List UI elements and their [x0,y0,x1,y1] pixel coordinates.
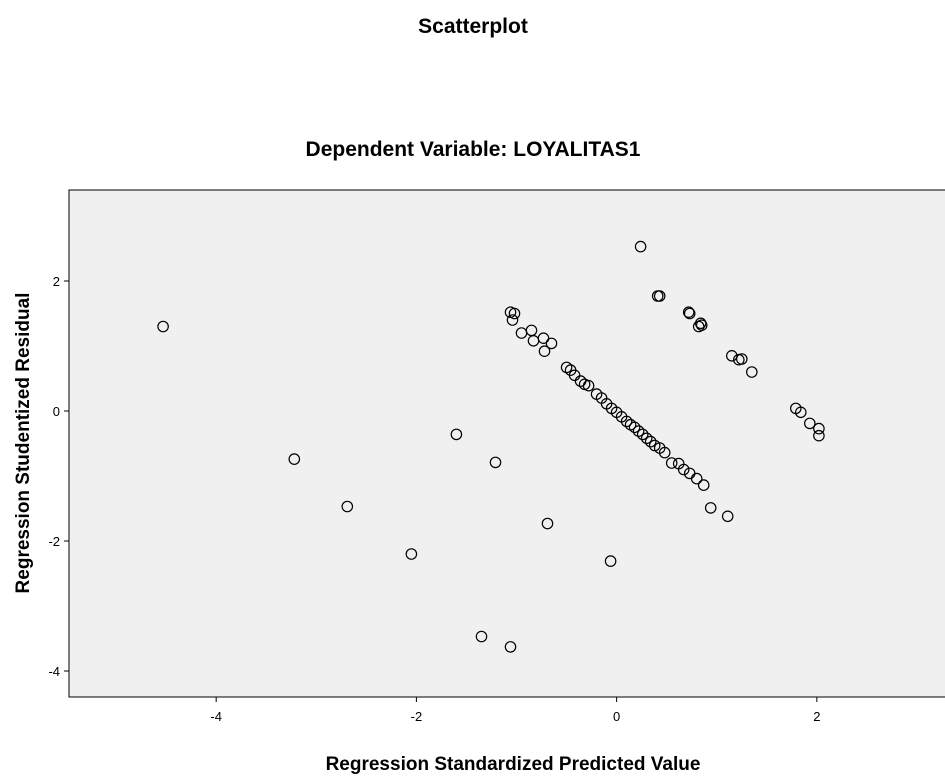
data-point [489,456,502,469]
data-point [405,548,418,560]
data-point [704,502,717,514]
data-point [541,517,554,530]
data-point [644,435,657,448]
data-point [690,472,703,485]
data-point [658,446,671,459]
y-axis-label: Regression Studentized Residual [13,293,34,594]
data-point [568,369,581,382]
data-point [157,320,169,333]
data-point [697,479,710,491]
data-point [634,240,647,253]
data-point [677,463,690,476]
data-point [640,432,653,445]
data-point [803,417,816,430]
data-point [632,425,645,437]
chart-title: Scatterplot [418,15,528,38]
data-point [582,379,595,392]
data-point [745,366,758,378]
data-point [683,307,696,320]
data-point [653,290,666,302]
plot-area [68,189,945,698]
data-point [475,630,488,643]
y-tick-label: -4 [48,664,60,679]
x-axis-ticks: -4 -2 0 2 [210,697,820,724]
data-point [504,641,517,653]
x-axis-label: Regression Standardized Predicted Value [326,754,701,775]
data-point [695,319,708,331]
data-point [813,429,825,442]
data-point [537,332,550,344]
chart-subtitle: Dependent Variable: LOYALITAS1 [306,138,641,161]
data-point [620,415,633,428]
data-point [682,306,695,318]
x-tick-label: -4 [210,709,222,724]
data-point [450,428,463,441]
y-tick-label: 0 [53,404,60,419]
data-point [665,457,678,469]
data-point [288,453,301,465]
data-point [721,510,734,523]
data-point [341,500,354,513]
data-point [694,317,707,330]
data-points [157,240,825,653]
data-point [604,555,617,567]
data-point [636,428,649,441]
data-point [794,406,807,419]
data-point [545,337,558,350]
y-axis-ticks: -4 -2 0 2 [48,274,69,679]
data-point [735,353,748,365]
data-point [538,345,551,357]
data-point [813,422,825,435]
x-tick-label: 0 [613,709,620,724]
data-point [628,421,641,434]
y-tick-label: 2 [53,274,60,289]
data-point [506,314,519,326]
x-tick-label: -2 [411,709,423,724]
data-point [508,307,521,320]
y-tick-label: -2 [48,534,60,549]
x-tick-label: 2 [813,709,820,724]
